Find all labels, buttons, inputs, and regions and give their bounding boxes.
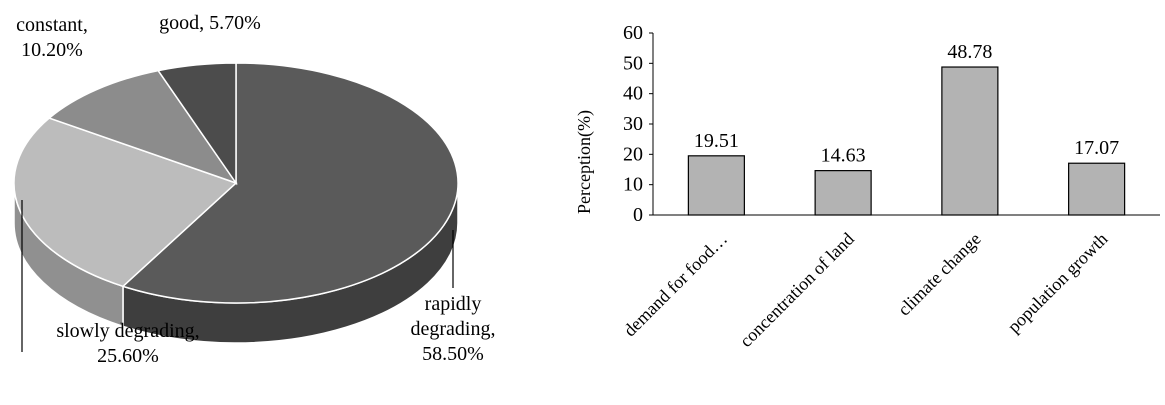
pie-slice-0 [121,62,459,304]
pie-chart: rapidly degrading, 58.50% slowly degrading,… [13,12,495,367]
x-axis-labels: demand for food… concentration of land cli… [620,229,1112,351]
pie-slice-3 [156,62,237,186]
bar-value-label-3: 17.07 [1074,137,1119,159]
bar-value-label-0: 19.51 [694,130,739,152]
bar-chart: 0 10 20 30 40 50 60 19.51 14.63 48.78 17.07 deman… [574,22,1160,351]
bar-value-label-1: 14.63 [821,145,866,167]
y-tick-label-1: 10 [623,174,643,196]
pie-leader-lines [21,200,454,352]
pie-labels: rapidly degrading, 58.50% slowly degrading,… [16,12,495,367]
pie-slice-2 [47,69,238,185]
x-tick-label-3: population growth [1004,229,1112,337]
bar-0 [687,155,745,216]
pie-label-0: rapidly degrading, 58.50% [411,293,496,365]
pie-top [13,62,459,304]
y-axis-label: Perception(%) [574,110,595,214]
y-tick-label-0: 0 [633,204,643,226]
y-tick-label-3: 30 [623,113,643,135]
bar-1 [814,170,872,216]
x-tick-label-1: concentration of land [736,229,858,351]
y-tick-label-2: 20 [623,143,643,165]
pie-label-3: good, 5.70% [159,12,261,34]
x-tick-label-2: climate change [894,229,985,320]
bar-value-label-2: 48.78 [947,41,992,63]
pie-slice-1 [13,117,238,288]
y-tick-label-6: 60 [623,22,643,44]
pie-label-1: slowly degrading, 25.60% [56,320,199,367]
bar-2 [941,66,999,216]
bar-3 [1068,162,1126,216]
pie-label-2: constant, 10.20% [16,14,88,61]
bars: 19.51 14.63 48.78 17.07 [687,41,1126,216]
y-tick-label-5: 50 [623,52,643,74]
y-tick-label-4: 40 [623,83,643,105]
x-tick-label-0: demand for food… [620,229,732,341]
